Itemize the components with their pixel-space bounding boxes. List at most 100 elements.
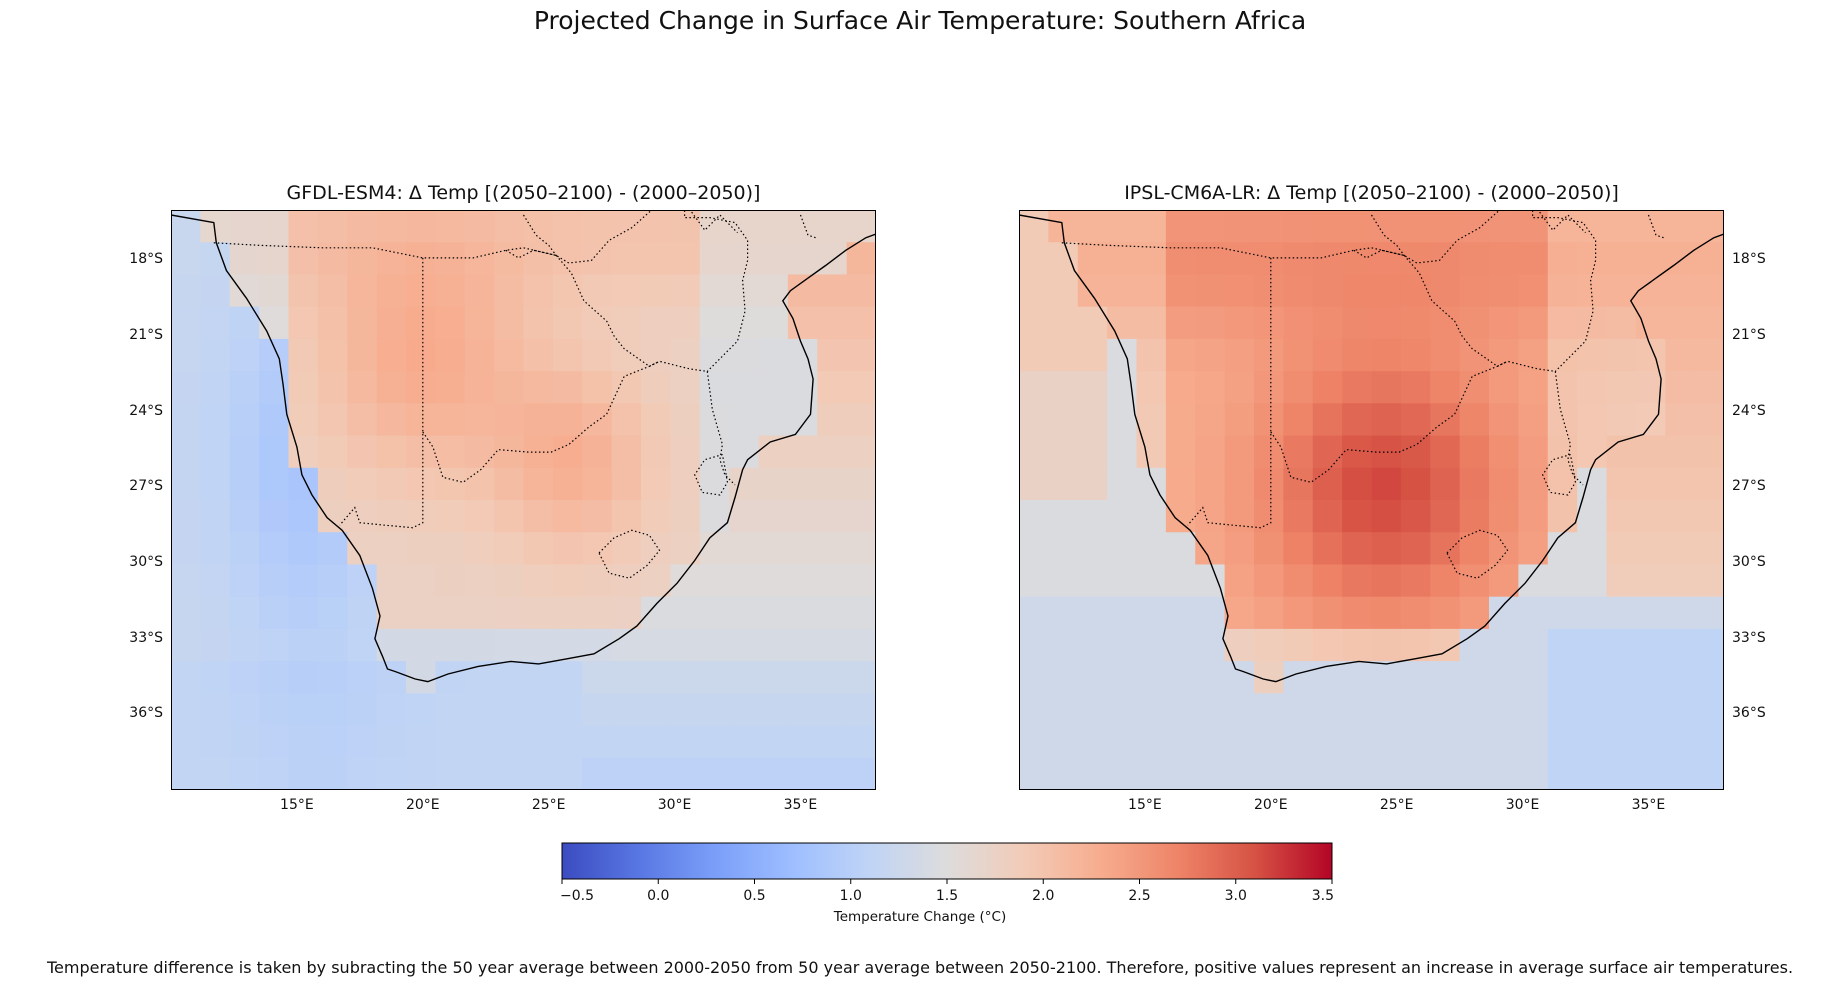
grid-cell (1048, 371, 1079, 404)
panel-title-gfdl: GFDL-ESM4: Δ Temp [(2050–2100) - (2000–2… (286, 182, 761, 204)
grid-cell (699, 596, 730, 630)
grid-cell (1283, 274, 1314, 308)
grid-cell (376, 500, 407, 533)
grid-cell (670, 210, 701, 243)
coastline (171, 214, 876, 683)
grid-cell (846, 757, 876, 790)
grid-cell (1400, 532, 1431, 566)
grid-cell (1371, 596, 1402, 630)
grid-cell (787, 338, 818, 372)
grid-cell (1048, 338, 1079, 372)
grid-cell (1107, 242, 1138, 276)
lon-tick-label: 25°E (1379, 797, 1414, 813)
grid-cell (817, 306, 848, 340)
grid-cell (1195, 242, 1226, 276)
grid-cell (641, 371, 671, 404)
country-border (1537, 210, 1586, 234)
grid-cell (1224, 500, 1255, 533)
grid-cell (1195, 435, 1226, 469)
grid-cell (1077, 564, 1108, 598)
grid-cell (1283, 693, 1314, 727)
map-panel-gfdl (171, 210, 876, 790)
grid-cell (1459, 371, 1490, 404)
grid-cell (1577, 725, 1608, 759)
grid-cell (1489, 500, 1519, 533)
grid-cell (1342, 403, 1373, 437)
grid-cell (699, 371, 730, 404)
grid-cell (1107, 725, 1138, 759)
grid-cell (1577, 210, 1608, 243)
grid-cell (1489, 628, 1519, 662)
grid-cell (729, 532, 760, 566)
grid-cell (1635, 693, 1666, 727)
grid-cell (376, 628, 407, 662)
grid-cell (1635, 532, 1666, 566)
temperature-grid (1019, 210, 1724, 790)
grid-cell (1400, 371, 1431, 404)
grid-cell (347, 661, 378, 694)
grid-cell (1694, 242, 1724, 276)
grid-cell (1547, 338, 1578, 372)
grid-cell (288, 210, 319, 243)
grid-cell (1371, 435, 1402, 469)
grid-cell (729, 628, 760, 662)
grid-cell (1577, 242, 1608, 276)
grid-cell (1048, 628, 1079, 662)
grid-cell (699, 274, 730, 308)
grid-cell (1606, 596, 1637, 630)
grid-cell (641, 338, 671, 372)
grid-cell (758, 596, 789, 630)
grid-cell (1283, 500, 1314, 533)
grid-cell (200, 725, 231, 759)
grid-cell (1136, 338, 1167, 372)
grid-cell (670, 532, 701, 566)
grid-cell (1430, 371, 1461, 404)
grid-cell (1312, 403, 1343, 437)
grid-cell (1224, 403, 1255, 437)
lon-tick-label: 35°E (1631, 797, 1666, 813)
grid-cell (729, 403, 760, 437)
grid-cell (846, 661, 876, 694)
grid-cell (1430, 661, 1461, 694)
grid-cell (1547, 693, 1578, 727)
grid-cell (288, 628, 319, 662)
grid-cell (406, 596, 436, 630)
grid-cell (347, 725, 378, 759)
grid-cell (611, 371, 642, 404)
grid-cell (1430, 242, 1461, 276)
grid-cell (229, 467, 260, 501)
grid-cell (1165, 596, 1196, 630)
grid-cell (1136, 435, 1167, 469)
grid-cell (1165, 628, 1196, 662)
grid-cell (1165, 306, 1196, 340)
lat-tick-label: 30°S (129, 554, 163, 571)
grid-cell (1165, 725, 1196, 759)
grid-cell (1577, 532, 1608, 566)
grid-cell (1430, 403, 1461, 437)
grid-cell (787, 435, 818, 469)
grid-cell (1665, 274, 1696, 308)
grid-cell (1165, 338, 1196, 372)
grid-cell (1430, 274, 1461, 308)
grid-cell (1459, 403, 1490, 437)
grid-cell (1048, 661, 1079, 694)
grid-cell (846, 725, 876, 759)
grid-cell (1577, 338, 1608, 372)
grid-cell (1048, 403, 1079, 437)
grid-cell (317, 500, 348, 533)
grid-cell (1019, 596, 1049, 630)
grid-cell (1400, 306, 1431, 340)
grid-cell (435, 371, 466, 404)
grid-cell (523, 403, 554, 437)
grid-cell (1019, 693, 1049, 727)
grid-cell (1254, 596, 1284, 630)
grid-cell (1400, 693, 1431, 727)
grid-cell (1195, 403, 1226, 437)
grid-cell (1606, 210, 1637, 243)
grid-cell (1606, 661, 1637, 694)
grid-cell (1283, 371, 1314, 404)
grid-cell (1547, 435, 1578, 469)
grid-cell (494, 467, 525, 501)
grid-cell (1312, 435, 1343, 469)
grid-cell (1342, 467, 1373, 501)
